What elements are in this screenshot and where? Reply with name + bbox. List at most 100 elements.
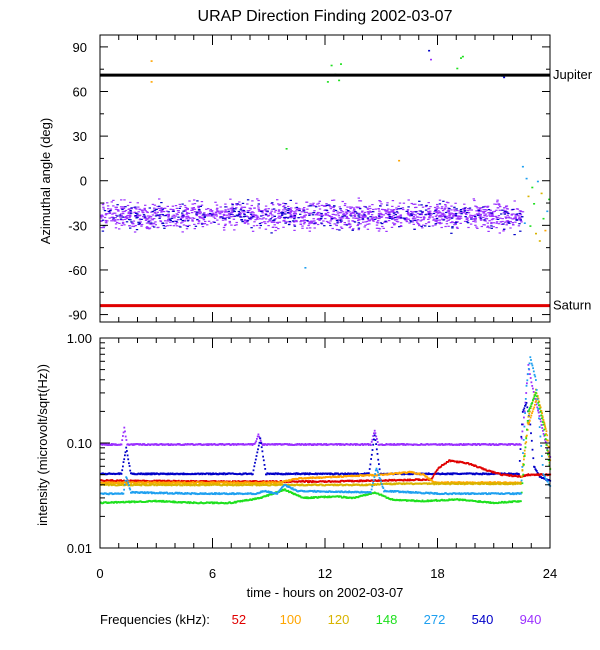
scatter-point xyxy=(329,208,333,210)
scatter-point xyxy=(376,222,379,224)
scatter-point xyxy=(285,148,288,150)
line-point xyxy=(533,406,536,409)
scatter-point xyxy=(290,207,293,209)
scatter-point xyxy=(495,216,498,218)
scatter-point xyxy=(417,223,421,225)
scatter-point xyxy=(228,214,231,216)
scatter-point xyxy=(108,217,111,219)
scatter-point xyxy=(295,202,298,204)
scatter-point xyxy=(449,222,453,224)
scatter-point xyxy=(293,218,296,220)
scatter-point xyxy=(467,208,470,210)
scatter-point xyxy=(140,218,143,220)
line-point xyxy=(143,443,146,445)
scatter-point xyxy=(254,214,258,216)
scatter-point xyxy=(106,220,109,222)
scatter-point xyxy=(370,214,374,216)
scatter-point xyxy=(359,223,362,225)
scatter-point xyxy=(171,215,174,217)
line-point xyxy=(325,443,328,445)
scatter-point xyxy=(294,207,297,209)
line-point xyxy=(491,482,494,484)
scatter-point xyxy=(482,212,485,214)
scatter-point xyxy=(371,219,375,221)
scatter-point xyxy=(249,213,253,215)
scatter-point xyxy=(334,214,337,216)
line-point xyxy=(121,469,124,472)
scatter-point xyxy=(407,218,411,220)
scatter-point xyxy=(160,210,163,212)
line-point xyxy=(523,410,526,413)
scatter-point xyxy=(282,202,285,204)
scatter-point xyxy=(496,207,499,209)
scatter-point xyxy=(289,199,292,201)
scatter-point xyxy=(399,217,403,219)
line-point xyxy=(206,443,209,445)
scatter-point xyxy=(503,76,506,79)
scatter-point xyxy=(346,216,349,219)
scatter-point xyxy=(412,217,415,219)
scatter-point xyxy=(432,212,436,215)
scatter-point xyxy=(323,205,326,207)
scatter-point xyxy=(390,226,394,228)
scatter-point xyxy=(124,206,127,208)
scatter-point xyxy=(231,204,234,206)
line-point xyxy=(150,473,153,476)
scatter-point xyxy=(361,221,365,223)
scatter-point xyxy=(154,221,157,223)
scatter-point xyxy=(304,214,307,216)
line-point xyxy=(373,432,375,435)
line-point xyxy=(522,464,525,467)
scatter-point xyxy=(124,209,128,212)
scatter-point xyxy=(515,219,518,221)
scatter-point xyxy=(214,211,218,213)
scatter-point xyxy=(275,221,279,224)
scatter-point xyxy=(243,213,246,216)
scatter-point xyxy=(224,223,227,225)
scatter-point xyxy=(114,223,118,225)
scatter-point xyxy=(138,218,142,220)
scatter-point xyxy=(392,212,396,214)
line-point xyxy=(268,481,271,483)
scatter-point xyxy=(240,219,243,221)
scatter-point xyxy=(440,206,444,208)
scatter-point xyxy=(474,217,477,219)
scatter-point xyxy=(422,224,425,226)
line-point xyxy=(456,461,458,464)
scatter-point xyxy=(297,217,300,219)
scatter-point xyxy=(331,199,334,201)
scatter-point xyxy=(247,223,250,225)
line-point xyxy=(153,484,156,487)
scatter-point xyxy=(440,207,443,210)
scatter-point xyxy=(116,215,119,217)
scatter-point xyxy=(485,215,489,217)
line-point xyxy=(546,447,549,450)
scatter-point xyxy=(200,223,204,225)
scatter-point xyxy=(123,199,126,201)
scatter-point xyxy=(463,209,466,211)
scatter-point xyxy=(508,217,511,219)
scatter-point xyxy=(479,218,482,220)
scatter-point xyxy=(275,226,278,228)
scatter-point xyxy=(153,211,157,213)
scatter-point xyxy=(378,217,381,220)
scatter-point xyxy=(119,206,123,208)
line-point xyxy=(423,474,426,477)
scatter-point xyxy=(507,212,510,215)
line-point xyxy=(128,462,130,465)
line-point xyxy=(530,432,532,435)
scatter-point xyxy=(438,223,442,225)
scatter-point xyxy=(388,217,392,219)
scatter-point xyxy=(186,215,190,217)
scatter-point xyxy=(153,226,156,228)
scatter-point xyxy=(271,216,274,218)
scatter-point xyxy=(195,213,198,215)
scatter-point xyxy=(172,225,176,227)
scatter-point xyxy=(467,226,470,229)
chart-title: URAP Direction Finding 2002-03-07 xyxy=(198,8,453,25)
scatter-point xyxy=(459,212,462,214)
scatter-point xyxy=(179,217,183,219)
line-point xyxy=(467,462,470,465)
scatter-point xyxy=(320,216,323,218)
scatter-point xyxy=(371,218,374,220)
